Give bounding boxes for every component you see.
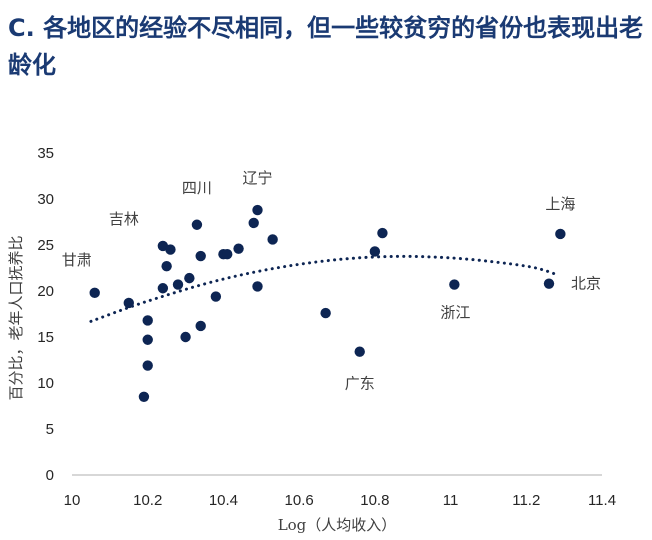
data-point	[165, 244, 176, 255]
y-tick-label: 25	[37, 237, 54, 254]
y-tick-label: 5	[46, 421, 54, 438]
data-point	[195, 250, 206, 262]
point-label: 甘肃	[62, 251, 92, 269]
point-label: 四川	[182, 179, 212, 197]
point-label: 广东	[345, 375, 375, 393]
data-point	[377, 227, 388, 239]
data-point	[157, 283, 169, 294]
x-tick-label: 10.8	[360, 492, 389, 509]
data-point	[354, 346, 365, 357]
point-label: 吉林	[109, 210, 139, 228]
data-point	[248, 217, 259, 229]
data-point	[161, 260, 172, 272]
data-point	[222, 249, 233, 260]
y-tick-label: 20	[37, 283, 54, 300]
trend-line	[89, 254, 559, 323]
point-label: 北京	[571, 275, 601, 293]
y-tick-label: 0	[46, 467, 54, 484]
point-label: 浙江	[440, 304, 470, 322]
y-tick-labels: 0 5 10 15 20 25 30 35	[37, 145, 54, 484]
data-point	[180, 331, 191, 343]
point-label: 辽宁	[242, 169, 272, 187]
data-point	[543, 278, 555, 289]
data-point	[89, 287, 100, 299]
data-point	[210, 291, 222, 302]
data-point	[172, 279, 184, 290]
x-tick-label: 10.6	[285, 492, 314, 509]
x-tick-label: 11.4	[588, 492, 616, 509]
chart-title: C. 各地区的经验不尽相同，但一些较贫穷的省份也表现出老龄化	[8, 14, 644, 79]
data-point	[142, 360, 153, 371]
data-point	[142, 334, 153, 345]
x-tick-label: 11	[443, 492, 459, 509]
x-tick-label: 10.4	[209, 492, 238, 509]
x-axis-label: Log（人均收入）	[278, 516, 397, 534]
data-point	[195, 320, 206, 332]
data-point	[449, 279, 460, 290]
data-points	[89, 204, 566, 402]
data-point	[555, 228, 566, 240]
x-tick-label: 10	[64, 492, 81, 509]
x-tick-label: 10.2	[133, 492, 162, 509]
data-point	[138, 391, 150, 402]
point-label: 上海	[545, 195, 575, 213]
data-point	[142, 315, 153, 326]
data-point	[252, 204, 263, 216]
x-tick-label: 11.2	[512, 492, 540, 509]
y-tick-label: 15	[37, 329, 54, 346]
y-axis-label: 百分比，老年人口抚养比	[7, 235, 25, 400]
y-tick-label: 30	[37, 191, 54, 208]
data-point	[191, 219, 203, 230]
y-tick-label: 10	[37, 375, 54, 392]
y-tick-label: 35	[37, 145, 54, 162]
data-point	[267, 234, 278, 245]
data-point	[369, 246, 381, 257]
data-point	[320, 307, 331, 319]
data-point	[123, 297, 134, 309]
data-point	[252, 281, 263, 292]
data-point	[233, 243, 244, 254]
data-point	[184, 272, 195, 284]
x-tick-labels: 10 10.2 10.4 10.6 10.8 11 11.2 11.4	[64, 492, 616, 509]
